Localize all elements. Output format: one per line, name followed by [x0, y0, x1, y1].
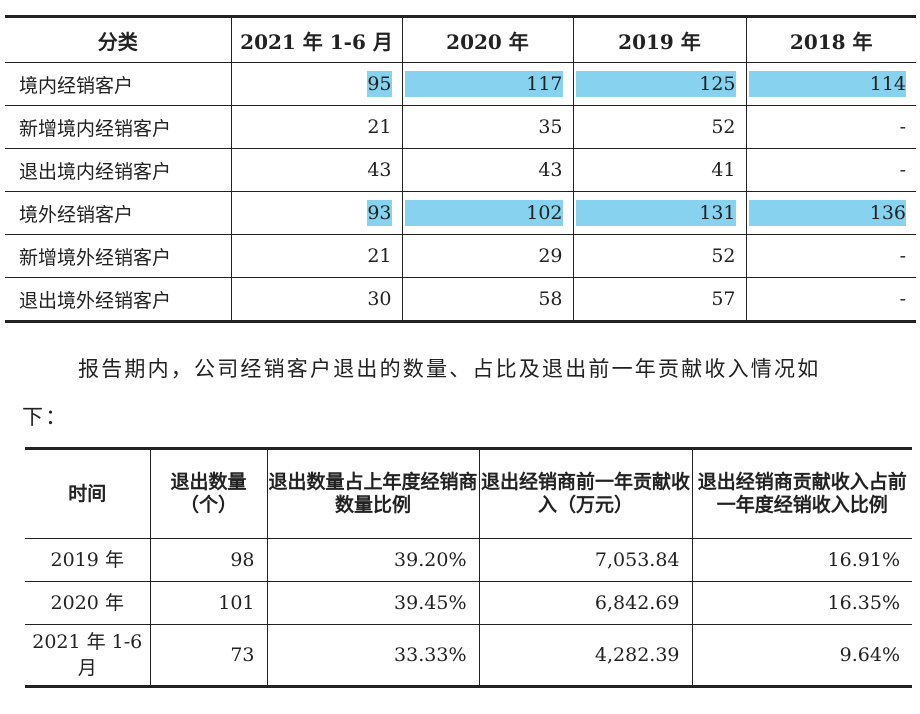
table-cell: 52	[572, 234, 747, 278]
row-label: 新增境内经销客户	[5, 105, 232, 149]
cell-value: 29	[538, 245, 563, 267]
period-cell: 2019 年	[25, 538, 151, 582]
table-cell: -	[745, 234, 916, 278]
table-header-row: 时间 退出数量（个） 退出数量占上年度经销商数量比例 退出经销商前一年贡献收入（万元）…	[25, 448, 912, 539]
revenue-cell: 6,842.69	[478, 581, 693, 625]
table-cell: -	[745, 105, 916, 149]
cell-value: 131	[575, 200, 736, 226]
cell-value: 58	[538, 288, 563, 310]
table-row: 境外经销客户 93 102 131 136	[5, 191, 916, 235]
cell-value: 52	[711, 116, 736, 138]
table-cell: 52	[572, 105, 747, 149]
table-row: 退出境内经销客户 43 43 41 -	[5, 148, 916, 192]
cell-value: 95	[367, 71, 392, 97]
ratio-cell: 39.45%	[266, 581, 480, 625]
table-cell: 57	[572, 277, 747, 322]
table-cell: 43	[401, 148, 574, 192]
cell-value: 117	[404, 71, 563, 97]
distributor-exit-table: 时间 退出数量（个） 退出数量占上年度经销商数量比例 退出经销商前一年贡献收入（万元）…	[25, 447, 912, 688]
table-cell: 21	[230, 105, 403, 149]
table-cell: 58	[401, 277, 574, 322]
column-header: 退出经销商前一年贡献收入（万元）	[478, 448, 693, 539]
table-cell: 102	[401, 191, 574, 235]
table-cell: -	[745, 148, 916, 192]
cell-value: -	[899, 159, 906, 181]
table-cell: 30	[230, 277, 403, 322]
cell-value: -	[899, 116, 906, 138]
table-cell: 114	[745, 62, 916, 106]
column-header: 退出数量占上年度经销商数量比例	[266, 448, 480, 539]
table-cell: 35	[401, 105, 574, 149]
revenue-cell: 4,282.39	[478, 624, 693, 687]
revenue-ratio-cell: 16.91%	[691, 538, 912, 582]
cell-value: 136	[748, 200, 906, 226]
column-header: 退出数量（个）	[149, 448, 268, 539]
column-header: 分类	[5, 16, 232, 63]
revenue-ratio-cell: 9.64%	[691, 624, 912, 687]
cell-value: 35	[538, 116, 563, 138]
cell-value: 21	[367, 245, 392, 267]
column-header: 退出经销商贡献收入占前一年度经销收入比例	[691, 448, 912, 539]
count-cell: 98	[149, 538, 268, 582]
revenue-ratio-cell: 16.35%	[691, 581, 912, 625]
table-row: 2019 年 98 39.20% 7,053.84 16.91%	[25, 538, 912, 582]
cell-value: 102	[404, 200, 563, 226]
table-cell: 93	[230, 191, 403, 235]
table-cell: 21	[230, 234, 403, 278]
cell-value: 41	[711, 159, 736, 181]
table-cell: 117	[401, 62, 574, 106]
table-row: 2020 年 101 39.45% 6,842.69 16.35%	[25, 581, 912, 625]
row-label: 境内经销客户	[5, 62, 232, 106]
table-cell: 41	[572, 148, 747, 192]
table-row: 境内经销客户 95 117 125 114	[5, 62, 916, 106]
column-header: 2018 年	[745, 16, 916, 63]
period-cell: 2020 年	[25, 581, 151, 625]
cell-value: -	[899, 245, 906, 267]
cell-value: -	[899, 288, 906, 310]
table-cell: 131	[572, 191, 747, 235]
ratio-cell: 39.20%	[266, 538, 480, 582]
table-cell: 29	[401, 234, 574, 278]
row-label: 退出境内经销客户	[5, 148, 232, 192]
table-row: 2021 年 1-6 月 73 33.33% 4,282.39 9.64%	[25, 624, 912, 687]
table-header-row: 分类 2021 年 1-6 月 2020 年 2019 年 2018 年	[5, 16, 916, 63]
table-cell: -	[745, 277, 916, 322]
count-cell: 73	[149, 624, 268, 687]
revenue-cell: 7,053.84	[478, 538, 693, 582]
column-header: 2019 年	[572, 16, 747, 63]
table-row: 新增境外经销客户 21 29 52 -	[5, 234, 916, 278]
cell-value: 114	[748, 71, 906, 97]
cell-value: 52	[711, 245, 736, 267]
distributor-count-table: 分类 2021 年 1-6 月 2020 年 2019 年 2018 年 境内经销客户 9…	[5, 15, 916, 323]
cell-value: 57	[711, 288, 736, 310]
ratio-cell: 33.33%	[266, 624, 480, 687]
cell-value: 43	[538, 159, 563, 181]
cell-value: 21	[367, 116, 392, 138]
row-label: 新增境外经销客户	[5, 234, 232, 278]
cell-value: 93	[367, 200, 392, 226]
body-paragraph: 报告期内，公司经销客户退出的数量、占比及退出前一年贡献收入情况如 下：	[22, 345, 902, 441]
column-header: 2021 年 1-6 月	[230, 16, 403, 63]
cell-value: 43	[367, 159, 392, 181]
table-row: 退出境外经销客户 30 58 57 -	[5, 277, 916, 322]
table-cell: 95	[230, 62, 403, 106]
cell-value: 125	[575, 71, 736, 97]
row-label: 境外经销客户	[5, 191, 232, 235]
table-row: 新增境内经销客户 21 35 52 -	[5, 105, 916, 149]
column-header: 2020 年	[401, 16, 574, 63]
row-label: 退出境外经销客户	[5, 277, 232, 322]
column-header: 时间	[25, 448, 151, 539]
period-cell: 2021 年 1-6 月	[25, 624, 151, 687]
table-cell: 43	[230, 148, 403, 192]
paragraph-line: 下：	[22, 405, 69, 429]
cell-value: 30	[367, 288, 392, 310]
table-cell: 125	[572, 62, 747, 106]
table-cell: 136	[745, 191, 916, 235]
paragraph-line: 报告期内，公司经销客户退出的数量、占比及退出前一年贡献收入情况如	[78, 357, 821, 381]
count-cell: 101	[149, 581, 268, 625]
